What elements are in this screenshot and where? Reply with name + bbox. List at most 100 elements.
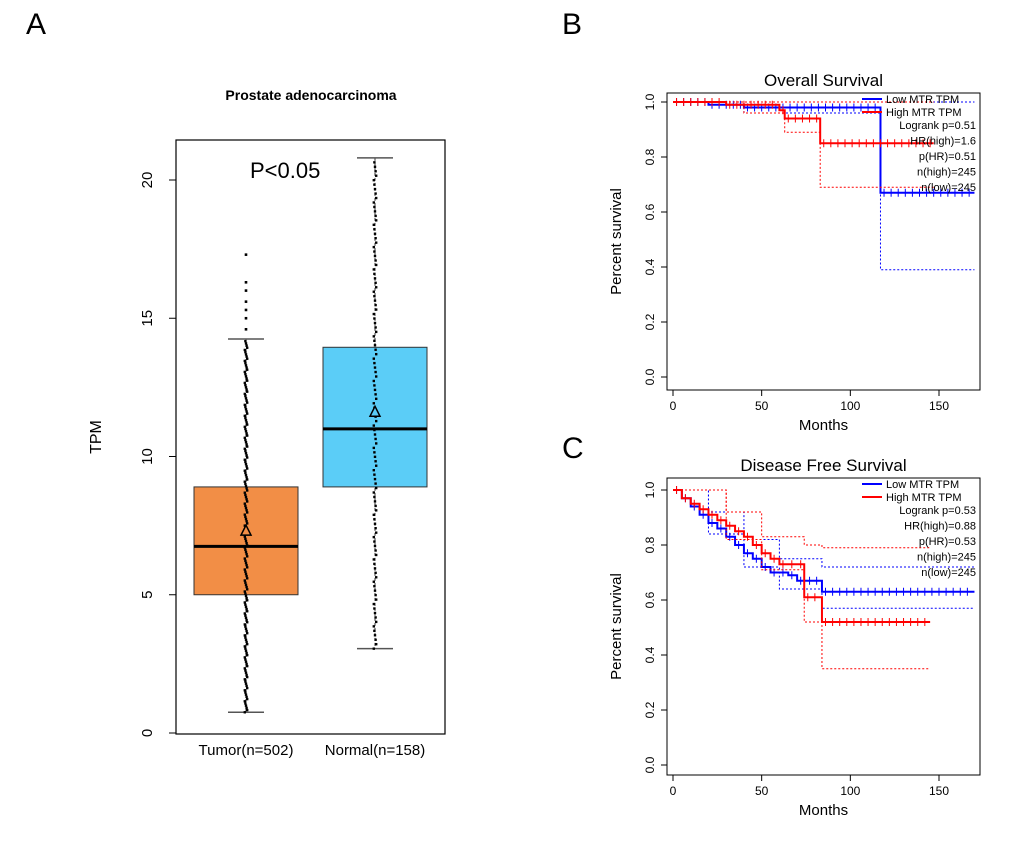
- sample-point: [375, 442, 378, 445]
- sample-point: [245, 399, 248, 402]
- outlier-point: [244, 253, 248, 256]
- sample-point: [244, 649, 248, 652]
- stat-label: p(HR)=0.51: [919, 151, 976, 163]
- sample-point: [246, 467, 249, 470]
- sample-point: [244, 691, 247, 694]
- sample-point: [373, 366, 377, 369]
- sample-point: [245, 366, 248, 369]
- sample-point: [243, 700, 246, 703]
- sample-point: [373, 187, 377, 191]
- sample-point: [373, 232, 377, 235]
- group-label: Tumor(n=502): [199, 742, 294, 759]
- x-tick-label: 0: [670, 784, 677, 798]
- sample-point: [246, 412, 249, 415]
- sample-point: [245, 443, 248, 446]
- sample-point: [246, 390, 249, 393]
- sample-point: [244, 647, 247, 650]
- y-tick-label: 0.6: [643, 591, 657, 608]
- sample-point: [372, 245, 375, 249]
- sample-point: [244, 493, 247, 497]
- sample-point: [245, 388, 248, 391]
- sample-point: [244, 342, 248, 345]
- sample-point: [374, 527, 377, 530]
- stat-label: Logrank p=0.51: [899, 120, 976, 132]
- sample-point: [245, 695, 248, 699]
- sample-point: [246, 401, 249, 404]
- sample-point: [243, 348, 246, 352]
- sample-point: [373, 254, 377, 258]
- sample-point: [244, 504, 247, 508]
- sample-point: [375, 196, 378, 200]
- plot-frame: [666, 92, 981, 391]
- y-tick-label: 0.6: [643, 203, 657, 220]
- sample-point: [372, 580, 375, 583]
- panel-label-a: A: [26, 8, 47, 41]
- sample-point: [245, 355, 248, 358]
- sample-point: [245, 520, 248, 523]
- sample-point: [244, 427, 247, 431]
- series-high-mtr-tpm: [673, 98, 934, 188]
- sample-point: [373, 228, 376, 231]
- box-group-tumor-n-502: Tumor(n=502): [193, 253, 299, 759]
- sample-point: [373, 477, 377, 481]
- sample-point: [245, 465, 248, 468]
- sample-point: [245, 706, 248, 710]
- sample-point: [374, 571, 377, 575]
- sample-point: [373, 161, 376, 164]
- sample-point: [245, 574, 248, 578]
- sample-point: [244, 430, 248, 433]
- sample-point: [373, 522, 377, 525]
- sample-point: [245, 629, 248, 633]
- sample-point: [243, 568, 246, 571]
- survival-curve: [673, 101, 934, 145]
- sample-point: [372, 535, 375, 539]
- sample-point: [373, 339, 376, 343]
- sample-point: [244, 583, 248, 587]
- sample-point: [373, 518, 376, 521]
- chart-title: Disease Free Survival: [740, 456, 906, 475]
- legend-label: Low MTR TPM: [886, 479, 959, 491]
- sample-point: [373, 544, 377, 548]
- sample-point: [246, 599, 249, 602]
- sample-point: [243, 689, 246, 692]
- p-value-annotation: P<0.05: [250, 158, 320, 183]
- sample-point: [244, 372, 247, 376]
- sample-point: [246, 675, 249, 679]
- outlier-point: [244, 308, 248, 312]
- sample-point: [243, 491, 246, 494]
- sample-point: [373, 299, 377, 302]
- y-tick-label: 0.8: [643, 148, 657, 165]
- sample-point: [373, 250, 376, 253]
- sample-point: [373, 540, 376, 543]
- sample-point: [244, 581, 247, 584]
- outlier-point: [244, 300, 248, 303]
- sample-point: [246, 664, 249, 668]
- sample-point: [244, 339, 247, 343]
- y-tick-label: 0.4: [643, 258, 657, 275]
- ci-lower-line: [673, 489, 931, 670]
- sample-point: [246, 379, 249, 382]
- stat-label: n(low)=245: [921, 567, 976, 579]
- y-axis-label: Percent survival: [608, 573, 625, 680]
- sample-point: [244, 627, 248, 631]
- sample-point: [244, 693, 248, 696]
- sample-point: [243, 370, 246, 374]
- sample-point: [244, 680, 247, 683]
- sample-point: [243, 447, 246, 450]
- sample-point: [243, 612, 246, 615]
- sample-point: [244, 702, 247, 705]
- sample-point: [372, 424, 375, 427]
- sample-point: [244, 471, 247, 475]
- sample-point: [243, 634, 246, 637]
- sample-point: [245, 640, 248, 644]
- sample-point: [373, 272, 376, 276]
- sample-point: [244, 350, 247, 354]
- sample-point: [244, 375, 248, 378]
- sample-point: [245, 344, 248, 347]
- sample-point: [244, 495, 248, 499]
- sample-point: [373, 589, 377, 592]
- sample-point: [243, 436, 246, 439]
- sample-point: [244, 614, 247, 617]
- sample-point: [375, 509, 378, 512]
- sample-point: [375, 464, 378, 467]
